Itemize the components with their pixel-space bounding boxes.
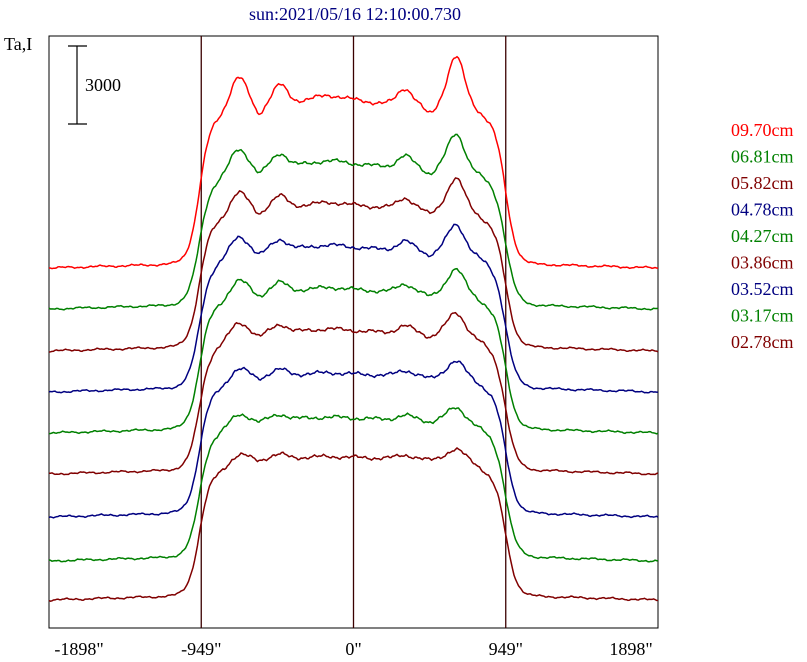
series-line-05-82cm	[48, 177, 659, 353]
y-axis-label: Ta,I	[4, 34, 32, 54]
legend-entry: 04.27cm	[731, 226, 794, 246]
legend: 09.70cm 06.81cm 05.82cm 04.78cm 04.27cm 03.86…	[731, 120, 794, 352]
series-line-03-17cm	[48, 407, 659, 563]
x-tick-label: 0"	[345, 639, 361, 659]
legend-entry: 06.81cm	[731, 147, 794, 167]
series-line-03-86cm	[48, 311, 659, 476]
scale-bar: 3000	[68, 45, 121, 125]
legend-entry: 03.17cm	[731, 306, 794, 326]
series-line-04-78cm	[48, 223, 659, 394]
x-tick-label: -949"	[181, 639, 221, 659]
legend-entry: 04.78cm	[731, 200, 794, 220]
series-lines	[48, 55, 659, 602]
legend-entry: 05.82cm	[731, 173, 794, 193]
series-line-03-52cm	[48, 360, 659, 519]
x-tick-labels: -1898" -949" 0" 949" 1898"	[54, 639, 652, 659]
series-line-06-81cm	[48, 133, 659, 311]
legend-entry: 03.86cm	[731, 253, 794, 273]
series-line-02-78cm	[48, 447, 659, 602]
x-tick-label: 1898"	[609, 639, 652, 659]
scale-bar-label: 3000	[85, 75, 121, 95]
legend-entry: 09.70cm	[731, 120, 794, 140]
legend-entry: 02.78cm	[731, 332, 794, 352]
series-line-09-70cm	[48, 55, 659, 270]
series-line-04-27cm	[48, 267, 659, 435]
x-tick-label: -1898"	[54, 639, 103, 659]
chart-title: sun:2021/05/16 12:10:00.730	[249, 4, 461, 24]
legend-entry: 03.52cm	[731, 279, 794, 299]
x-tick-label: 949"	[489, 639, 523, 659]
